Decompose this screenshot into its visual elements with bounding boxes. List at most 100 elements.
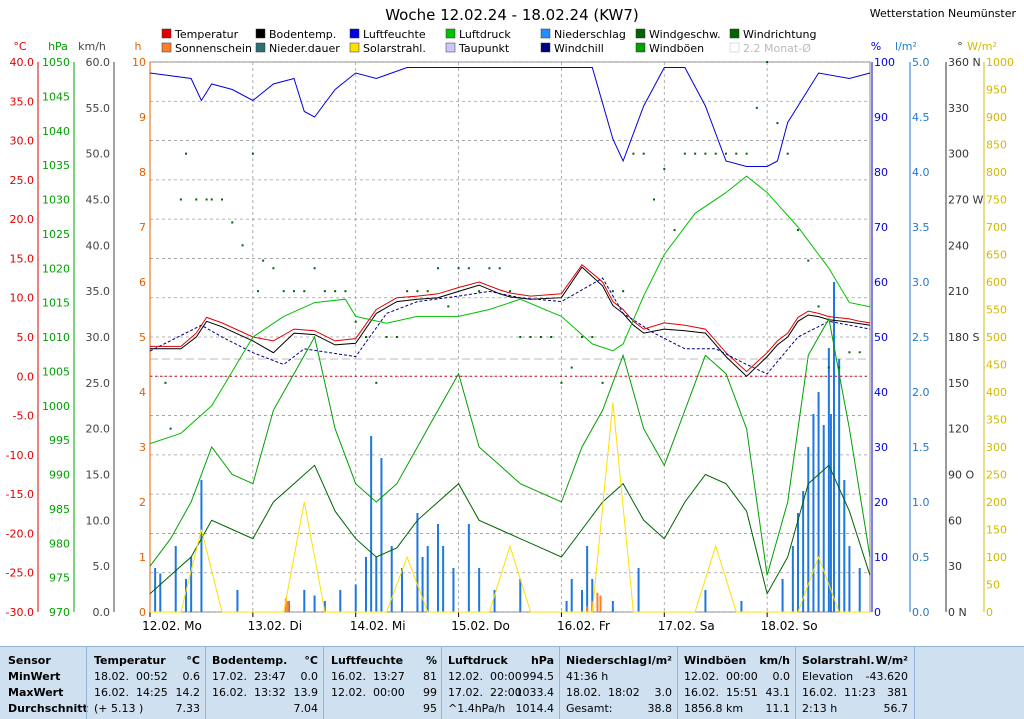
stats-column: Windböen km/h 12.02. 00:00 0.0 16.02. 15:51 43.…	[684, 653, 790, 717]
legend-label: Windrichtung	[743, 28, 816, 41]
stats-column-unit: hPa	[530, 654, 554, 667]
stats-cell-time: 00:00	[490, 670, 522, 683]
axis-tick-label: 800	[986, 166, 1007, 179]
axis-tick-label: 30.0	[10, 135, 35, 148]
precipitation-bar	[637, 568, 640, 612]
precipitation-bar	[843, 480, 846, 612]
stats-column: Temperatur °C 18.02. 00:52 0.6 16.02. 14:25 14.…	[94, 653, 200, 717]
wind-direction-dot	[694, 152, 697, 155]
axis-tick-label: 0	[139, 606, 146, 619]
stats-cell-date: 16.02.	[331, 670, 366, 683]
axis-tick-label: 10	[132, 56, 146, 69]
stats-column-unit: km/h	[759, 654, 790, 667]
wind-direction-dot	[725, 152, 727, 155]
stats-sensor-title: Sensor	[8, 654, 51, 667]
wind-direction-dot	[210, 198, 213, 201]
axis-tick-label: 550	[986, 304, 1007, 317]
wind-direction-dot	[406, 290, 409, 293]
precipitation-bar	[478, 568, 481, 612]
sunshine-bar	[284, 598, 287, 612]
wind-direction-dot	[272, 267, 275, 270]
stats-cell-value: 13.9	[293, 686, 319, 699]
axis-tick-label: 1015	[42, 297, 70, 310]
wind-direction-dot	[653, 198, 655, 201]
wind-direction-dot	[164, 381, 167, 384]
chart-title: Woche 12.02.24 - 18.02.24 (KW7)	[385, 6, 639, 24]
stats-column-title: Solarstrahl.	[802, 654, 875, 667]
axis-tick-label: 450	[986, 359, 1007, 372]
stats-cell-date: 16.02.	[94, 686, 129, 699]
stats-cell-value: 0.0	[772, 670, 791, 683]
axis-tick-label: 980	[49, 537, 70, 550]
legend-swatch	[161, 42, 172, 53]
stats-label-avg: Durchschnitt	[8, 702, 88, 715]
precipitation-bar	[812, 414, 815, 612]
precipitation-bar	[817, 392, 820, 612]
axis-tick-label: 40.0	[10, 56, 35, 69]
axis-tick-label: 970	[49, 606, 70, 619]
weather-chart: 40.035.030.025.020.015.010.05.00.0-5.0-1…	[6, 6, 1017, 633]
wind-direction-dot	[293, 290, 295, 293]
wind-direction-dot	[622, 290, 625, 293]
axis-tick-label: 50.0	[86, 148, 111, 161]
wind-direction-dot	[426, 290, 429, 293]
legend-swatch	[635, 28, 646, 39]
axis-tick-label: 270 W	[948, 194, 983, 207]
wind-direction-dot	[478, 290, 481, 293]
legend-label: 2.2 Monat-Ø	[743, 42, 811, 55]
legend-label: Luftdruck	[459, 28, 511, 41]
legend-swatch	[635, 42, 646, 53]
axis-tick-label: 80	[874, 166, 888, 179]
stats-separator	[914, 647, 915, 719]
legend-swatch	[161, 28, 172, 39]
stats-separator	[677, 647, 678, 719]
legend-label: Niederschlag	[554, 28, 626, 41]
series-line-5	[149, 464, 871, 596]
axis-tick-label: 1010	[42, 331, 70, 344]
precipitation-bar	[858, 568, 861, 612]
axis-tick-label: 0.0	[93, 606, 111, 619]
wind-direction-dot	[169, 427, 172, 430]
axis-unit-label: hPa	[48, 40, 68, 53]
precipitation-bar	[159, 573, 162, 612]
axis-tick-label: 40	[874, 386, 888, 399]
precipitation-bar	[354, 584, 357, 612]
stats-cell-date: ^1.4hPa/h	[448, 702, 506, 715]
axis-tick-label: 1045	[42, 90, 70, 103]
axis-tick-label: 8	[139, 166, 146, 179]
axis-tick-label: 10	[874, 551, 888, 564]
legend-swatch	[445, 28, 456, 39]
precipitation-bar	[704, 590, 707, 612]
wind-direction-dot	[786, 152, 789, 155]
axis-tick-label: 20	[874, 496, 888, 509]
wind-direction-dot	[755, 106, 758, 109]
axis-tick-label: 180 S	[948, 331, 979, 344]
axis-tick-label: 700	[986, 221, 1007, 234]
axis-tick-label: 950	[986, 84, 1007, 97]
axis-unit-label: l/m²	[895, 40, 917, 53]
wind-direction-dot	[827, 366, 830, 369]
precipitation-bar	[323, 601, 326, 612]
axis-tick-label: 100	[874, 56, 895, 69]
wind-direction-dot	[179, 198, 182, 201]
wind-direction-dot	[570, 366, 573, 369]
wind-direction-dot	[303, 290, 306, 293]
axis-tick-label: 500	[986, 331, 1007, 344]
series-line-6	[149, 317, 871, 576]
wind-direction-dot	[416, 290, 419, 293]
axis-tick-label: 50	[986, 579, 1000, 592]
axis-tick-label: 200	[986, 496, 1007, 509]
axis-tick-label: 1005	[42, 365, 70, 378]
wind-direction-dot	[251, 152, 254, 155]
wind-direction-dot	[591, 336, 594, 338]
axis-tick-label: 3	[139, 441, 146, 454]
wind-direction-dot	[185, 152, 187, 155]
wind-direction-dot	[776, 122, 779, 125]
series-line-4	[149, 175, 871, 445]
precipitation-bar	[452, 568, 455, 612]
axis-tick-label: 35.0	[86, 285, 111, 298]
axis-tick-label: 70	[874, 221, 888, 234]
wind-direction-dot	[354, 320, 357, 323]
stats-cell-value: 3.0	[654, 686, 673, 699]
axis-unit-label: °C	[13, 40, 27, 53]
